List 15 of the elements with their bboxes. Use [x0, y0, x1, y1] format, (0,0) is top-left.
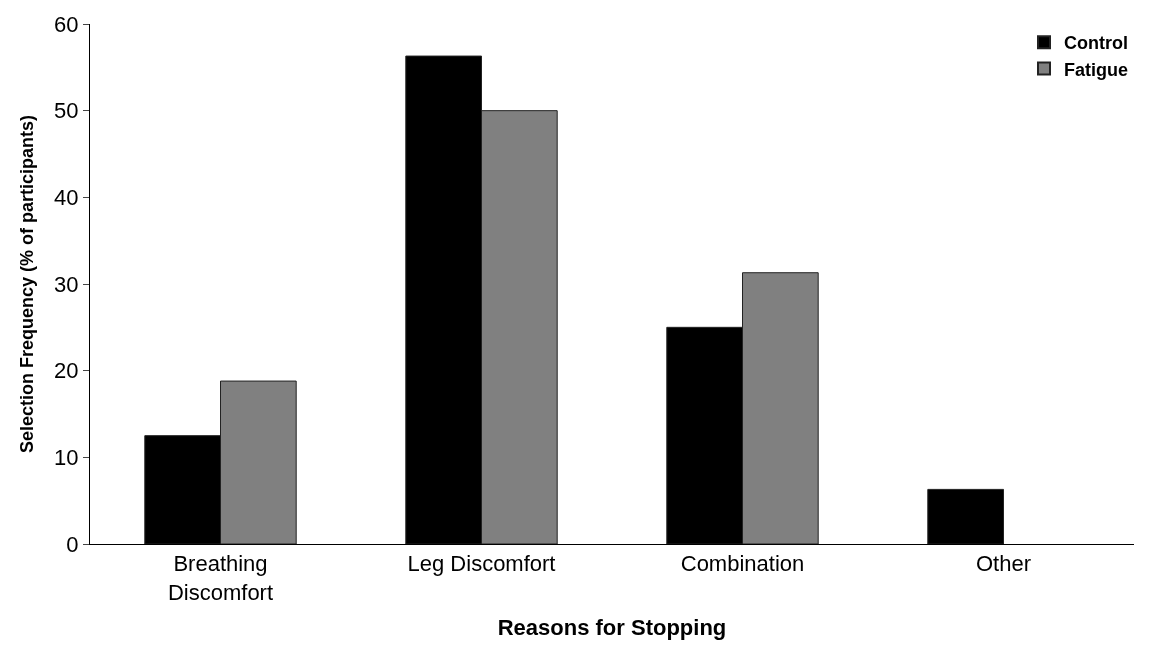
- x-tick-label: Leg Discomfort: [407, 551, 556, 577]
- legend-label: Fatigue: [1064, 59, 1129, 80]
- x-tick-label: Other: [975, 551, 1032, 577]
- y-tick-label: 10: [54, 445, 79, 471]
- y-tick-label: 20: [54, 358, 79, 384]
- x-axis-title: Reasons for Stopping: [497, 614, 727, 640]
- y-tick-label: 30: [54, 271, 79, 297]
- y-tick-label: 40: [54, 185, 79, 211]
- y-axis-title: Selection Frequency (% of participants): [17, 114, 38, 454]
- legend-label: Control: [1064, 33, 1128, 54]
- y-tick-label: 50: [54, 98, 79, 124]
- y-tick-label: 60: [54, 11, 79, 37]
- x-tick-label: Combination: [680, 551, 805, 577]
- x-tick-label: Breathing Discomfort: [167, 551, 274, 605]
- y-tick-label: 0: [66, 531, 79, 557]
